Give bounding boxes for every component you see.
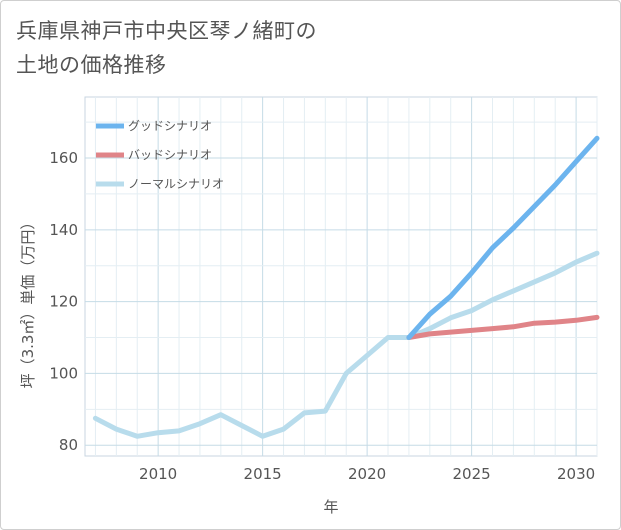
series-line-normal — [92, 250, 600, 439]
series-line-bad — [406, 314, 600, 340]
x-tick-label: 2010 — [139, 465, 177, 483]
x-tick-label: 2015 — [244, 465, 282, 483]
x-tick-label: 2025 — [453, 465, 491, 483]
y-tick-label: 120 — [49, 293, 78, 311]
series-line-good — [406, 135, 600, 340]
chart-title-line-1: 兵庫県神戸市中央区琴ノ緒町の — [16, 19, 317, 43]
legend-label: グッドシナリオ — [128, 119, 212, 133]
x-tick-label: 2030 — [557, 465, 595, 483]
legend-label: バッドシナリオ — [128, 148, 212, 162]
chart-title-line-2: 土地の価格推移 — [16, 53, 167, 77]
y-tick-label: 160 — [49, 149, 78, 167]
y-tick-label: 100 — [49, 364, 78, 382]
y-axis-title: 坪（3.3㎡）単価（万円） — [19, 215, 37, 389]
x-axis-title: 年 — [323, 498, 338, 516]
y-tick-label: 80 — [59, 436, 78, 454]
y-tick-label: 140 — [49, 221, 78, 239]
x-tick-label: 2020 — [348, 465, 386, 483]
chart-title: 兵庫県神戸市中央区琴ノ緒町の 土地の価格推移 — [16, 14, 317, 82]
legend-label: ノーマルシナリオ — [128, 177, 224, 191]
